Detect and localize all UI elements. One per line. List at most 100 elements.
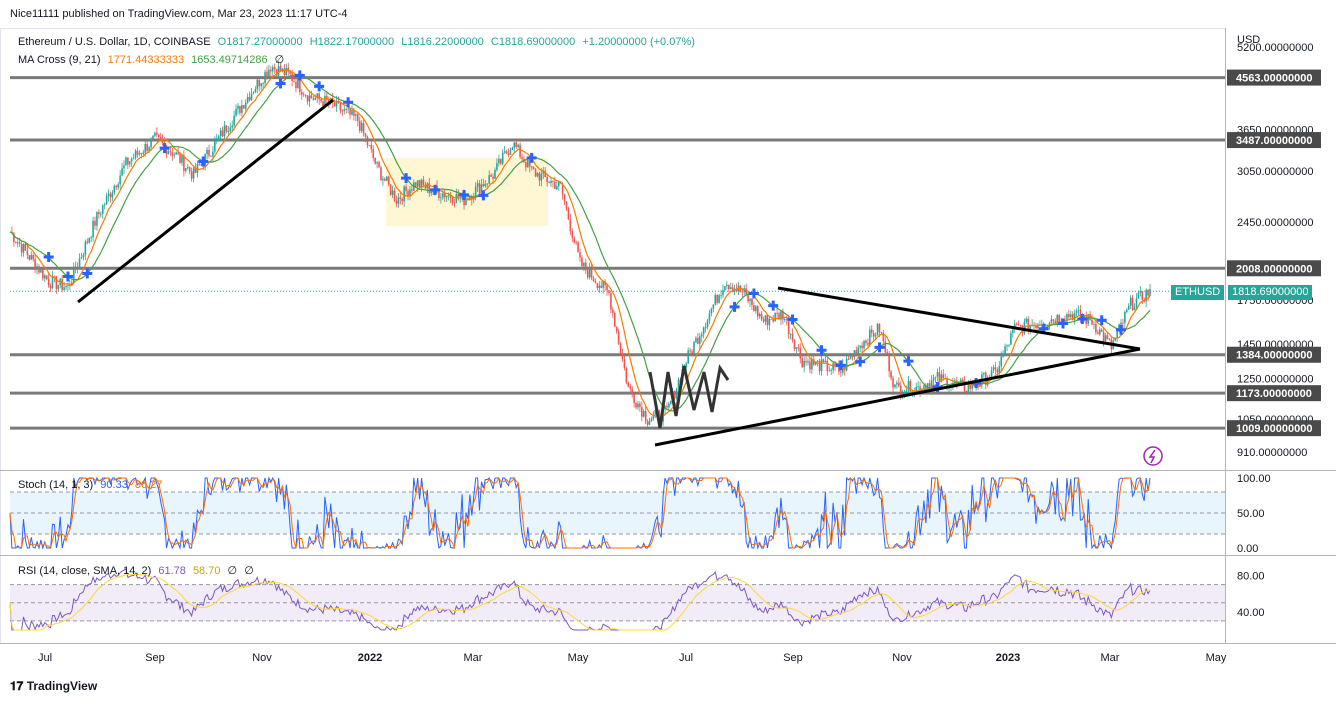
stoch-axis-label: 50.00 [1237, 508, 1265, 520]
candle-body [990, 370, 993, 379]
rsi-axis-label: 40.00 [1237, 607, 1265, 619]
rsi-band [10, 584, 1225, 621]
candle-body [119, 175, 121, 185]
candle-body [1097, 332, 1099, 335]
trendline [77, 98, 334, 304]
candle-body [509, 149, 512, 155]
candle-body [499, 159, 502, 164]
candle-body [140, 153, 143, 154]
candle-body [776, 312, 778, 314]
candle-body [888, 353, 890, 372]
candle-body [675, 389, 678, 399]
candle-body [1027, 318, 1030, 331]
candle-body [1019, 324, 1022, 326]
rsi-axis-label: 80.00 [1237, 571, 1265, 583]
candle-body [727, 284, 730, 290]
candle-body [932, 377, 935, 381]
candle-body [577, 242, 579, 253]
stoch-legend-name: Stoch (14, 1, 3) [18, 479, 94, 491]
candle-body [743, 288, 746, 293]
candle-body [165, 145, 168, 155]
candle-body [822, 359, 825, 363]
candle-body [959, 379, 962, 382]
candle-body [615, 326, 618, 332]
candle-body [277, 66, 280, 76]
ma-cross-marker [1077, 313, 1088, 324]
candle-body [1131, 297, 1134, 310]
ma-cross-marker [816, 345, 827, 356]
candle-body [896, 382, 898, 385]
candle-body [179, 154, 181, 163]
candle-body [494, 169, 496, 179]
candle-body [322, 101, 324, 107]
candle-body [594, 281, 597, 284]
candle-body [43, 275, 46, 279]
candle-body [627, 382, 630, 387]
candle-body [1017, 324, 1020, 326]
candle-body [1073, 313, 1076, 320]
candle-body [171, 152, 174, 156]
candle-body [84, 241, 87, 255]
candle-body [312, 98, 315, 100]
candle-body [1122, 322, 1124, 324]
candle-body [482, 184, 485, 187]
candle-body [745, 288, 747, 295]
time-axis-label: Sep [783, 652, 803, 664]
candle-body [391, 190, 394, 195]
candle-body [859, 345, 861, 348]
candle-body [496, 163, 498, 170]
candle-body [1089, 313, 1091, 320]
candle-body [851, 356, 854, 358]
candle-body [455, 193, 458, 203]
candle-body [909, 381, 912, 395]
candle-body [528, 159, 531, 167]
candle-body [882, 332, 885, 342]
candle-body [186, 167, 189, 169]
candle-body [785, 319, 788, 321]
candle-body [148, 147, 150, 151]
ma-cross-marker [729, 301, 740, 312]
candle-body [503, 151, 506, 153]
candle-body [289, 71, 291, 74]
candle-body [863, 340, 865, 349]
candle-body [326, 95, 328, 100]
candle-body [1056, 315, 1059, 324]
time-axis-label: Nov [252, 652, 272, 664]
ohlc-change: +1.20000000 (+0.07%) [582, 36, 695, 48]
candle-body [20, 243, 23, 253]
candle-body [1135, 298, 1138, 308]
candle-body [310, 95, 313, 99]
stoch-k-value: 90.33 [100, 479, 128, 491]
candle-body [233, 115, 235, 126]
candle-body [1075, 310, 1078, 314]
candle-body [631, 388, 633, 395]
candle-body [1149, 289, 1151, 296]
candle-body [1126, 309, 1128, 312]
candle-body [1141, 291, 1144, 300]
candle-body [612, 309, 614, 314]
candle-body [241, 105, 243, 113]
candle-body [704, 327, 707, 329]
candle-body [173, 154, 176, 156]
candle-body [710, 308, 713, 314]
consolidation-box [386, 158, 548, 226]
candle-body [610, 293, 612, 310]
ohlc-close: C1818.69000000 [490, 36, 576, 48]
candle-body [22, 243, 25, 253]
candle-body [146, 143, 148, 151]
candle-body [123, 165, 125, 169]
candle-body [1116, 330, 1118, 338]
candle-body [758, 313, 761, 317]
ma-cross-marker [903, 356, 914, 367]
candle-body [42, 268, 44, 279]
candle-body [275, 68, 278, 76]
candle-body [428, 183, 431, 194]
candle-body [1029, 324, 1032, 331]
candle-body [372, 149, 375, 158]
candle-body [32, 255, 34, 260]
trendline [654, 347, 1141, 447]
ohlc-low: L1816.22000000 [401, 36, 484, 48]
candle-body [530, 166, 533, 168]
ma-cross-marker [401, 173, 412, 184]
